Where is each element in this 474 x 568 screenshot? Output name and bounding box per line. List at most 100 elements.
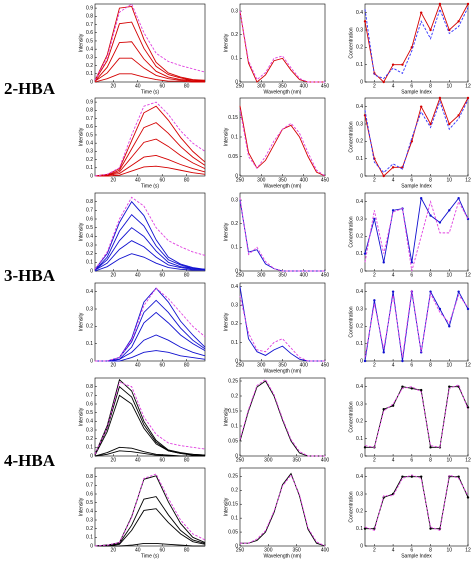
y-tick-label: 0.1 — [86, 260, 93, 266]
point — [429, 28, 432, 32]
y-tick-label: 0.2 — [356, 509, 363, 515]
series-line — [94, 3, 206, 81]
x-tick-label: 2 — [373, 83, 376, 89]
point — [410, 475, 414, 478]
y-tick-label: 0.1 — [231, 340, 238, 346]
point — [438, 307, 442, 311]
point — [363, 20, 367, 23]
y-tick-label: 0.6 — [86, 30, 93, 36]
x-axis-label: Sample Index — [401, 553, 432, 559]
x-tick-label: 40 — [135, 362, 141, 368]
y-tick-label: 0.3 — [356, 491, 363, 497]
y-tick-label: 0.4 — [356, 289, 363, 295]
y-tick-label: 0.8 — [86, 199, 93, 205]
point — [429, 290, 432, 293]
x-tick-label: 350 — [292, 547, 301, 553]
x-tick-label: 250 — [236, 362, 245, 368]
y-tick-label: 0.4 — [86, 509, 93, 515]
x-tick-label: 4 — [392, 272, 395, 278]
point — [438, 2, 442, 6]
series-line — [94, 381, 206, 455]
y-axis-label: Intensity — [223, 33, 229, 52]
series-line — [94, 5, 206, 81]
y-tick-label: 0.9 — [86, 5, 93, 11]
point — [391, 290, 395, 293]
series-line — [95, 334, 206, 362]
y-tick-label: 0 — [90, 453, 93, 459]
series-line — [365, 386, 469, 448]
y-tick-label: 0.8 — [86, 108, 93, 114]
x-tick-label: 80 — [184, 457, 190, 463]
y-tick-label: 0 — [360, 358, 363, 364]
y-tick-label: 0.1 — [356, 156, 363, 162]
x-tick-label: 250 — [236, 457, 245, 463]
y-tick-label: 0.3 — [356, 216, 363, 222]
x-tick-label: 40 — [135, 457, 141, 463]
y-tick-label: 0.2 — [86, 157, 93, 163]
point — [457, 290, 460, 293]
y-tick-label: 0.1 — [231, 56, 238, 62]
y-tick-label: 0.2 — [231, 221, 238, 227]
y-tick-label: 0.1 — [356, 341, 363, 347]
y-tick-label: 0.1 — [231, 423, 238, 429]
x-tick-label: 400 — [300, 177, 309, 183]
x-tick-label: 350 — [278, 83, 287, 89]
point — [448, 209, 451, 212]
x-tick-label: 350 — [292, 457, 301, 463]
y-tick-label: 0 — [360, 79, 363, 85]
y-tick-label: 0 — [90, 543, 93, 549]
x-tick-label: 60 — [159, 83, 165, 89]
x-tick-label: 20 — [111, 457, 117, 463]
y-tick-label: 0.6 — [86, 401, 93, 407]
y-tick-label: 0.3 — [356, 27, 363, 33]
x-tick-label: 300 — [264, 457, 273, 463]
x-tick-label: 400 — [300, 83, 309, 89]
series-line — [364, 290, 469, 362]
y-tick-label: 0.2 — [231, 32, 238, 38]
x-axis-label: Time (s) — [141, 89, 159, 95]
y-tick-label: 0.2 — [356, 45, 363, 51]
y-axis-label: Intensity — [223, 127, 229, 146]
y-tick-label: 0.4 — [356, 474, 363, 480]
series-line — [94, 21, 205, 81]
y-tick-label: 0.7 — [86, 393, 93, 399]
x-tick-label: 6 — [410, 272, 413, 278]
y-tick-label: 0.1 — [86, 445, 93, 451]
x-tick-label: 60 — [159, 362, 165, 368]
y-tick-label: 0 — [235, 173, 238, 179]
y-tick-label: 0.1 — [86, 535, 93, 541]
plot-frame — [94, 192, 206, 272]
series-line — [364, 2, 469, 83]
series-line — [94, 155, 206, 177]
point — [448, 28, 451, 32]
y-tick-label: 0.3 — [86, 149, 93, 155]
y-tick-label: 0.4 — [356, 10, 363, 16]
y-tick-label: 0.1 — [356, 62, 363, 68]
x-tick-label: 400 — [321, 547, 330, 553]
x-axis-label: Time (s) — [141, 553, 159, 559]
y-tick-label: 0.15 — [228, 408, 238, 414]
y-axis-label: Intensity — [223, 407, 229, 426]
series-line — [94, 200, 206, 270]
x-tick-label: 12 — [465, 83, 471, 89]
point — [419, 475, 423, 478]
point — [401, 63, 404, 66]
point — [419, 105, 423, 108]
y-tick-label: 0.2 — [356, 139, 363, 145]
x-tick-label: 2 — [373, 177, 376, 183]
series-line — [94, 378, 206, 456]
point — [363, 252, 367, 255]
y-tick-label: 0.1 — [231, 515, 238, 521]
series-line — [239, 295, 325, 362]
y-tick-label: 0.15 — [228, 115, 238, 121]
plot-frame — [94, 377, 206, 457]
point — [419, 388, 423, 392]
y-tick-label: 0.4 — [356, 199, 363, 205]
series-line — [94, 196, 206, 270]
series-line — [364, 7, 469, 80]
y-tick-label: 0.1 — [86, 71, 93, 77]
series-line — [94, 122, 206, 177]
y-tick-label: 0.6 — [86, 491, 93, 497]
y-axis-label: Intensity — [78, 33, 84, 52]
